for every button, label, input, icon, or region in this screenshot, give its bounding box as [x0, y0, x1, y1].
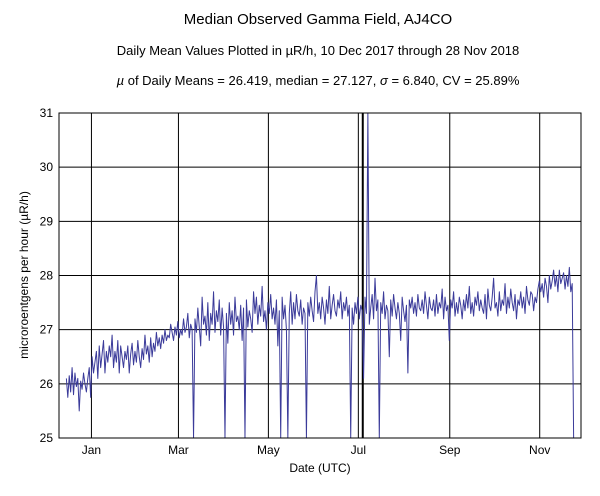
- x-axis-label: Date (UTC): [289, 461, 350, 475]
- y-axis-label: microroentgens per hour (µR/h): [17, 191, 31, 359]
- stats-median-label: median = 27.127,: [276, 73, 377, 88]
- y-tick-label: 30: [40, 160, 54, 174]
- x-tick-label: May: [257, 443, 280, 457]
- stats-mu-label: of Daily Means = 26.419,: [128, 73, 272, 88]
- x-tick-label: Nov: [529, 443, 550, 457]
- y-tick-label: 31: [40, 106, 54, 120]
- y-tick-label: 28: [40, 269, 54, 283]
- stats-sigma-symbol: σ: [380, 73, 389, 88]
- series-line: [65, 113, 575, 438]
- x-tick-label: Sep: [439, 443, 461, 457]
- series-layer: [65, 113, 575, 438]
- stats-mu-symbol: µ: [117, 73, 125, 88]
- y-tick-label: 29: [40, 214, 54, 228]
- chart-title: Median Observed Gamma Field, AJ4CO: [184, 11, 452, 28]
- x-tick-label: Mar: [168, 443, 189, 457]
- stats-sigma-label: = 6.840,: [391, 73, 438, 88]
- x-tick-label: Jan: [82, 443, 101, 457]
- stats-cv-label: CV = 25.89%: [442, 73, 519, 88]
- y-tick-label: 26: [40, 377, 54, 391]
- chart-subtitle: Daily Mean Values Plotted in µR/h, 10 De…: [117, 43, 520, 58]
- plot-frame: [58, 112, 582, 439]
- x-tick-label: Jul: [351, 443, 366, 457]
- chart-stats-line: µ of Daily Means = 26.419, median = 27.1…: [117, 73, 520, 88]
- y-tick-label: 27: [40, 323, 54, 337]
- ticks-layer: 25 26 27 28 29 30 31 Jan Mar May Jul Sep Nov: [40, 106, 551, 457]
- y-tick-label: 25: [40, 431, 54, 445]
